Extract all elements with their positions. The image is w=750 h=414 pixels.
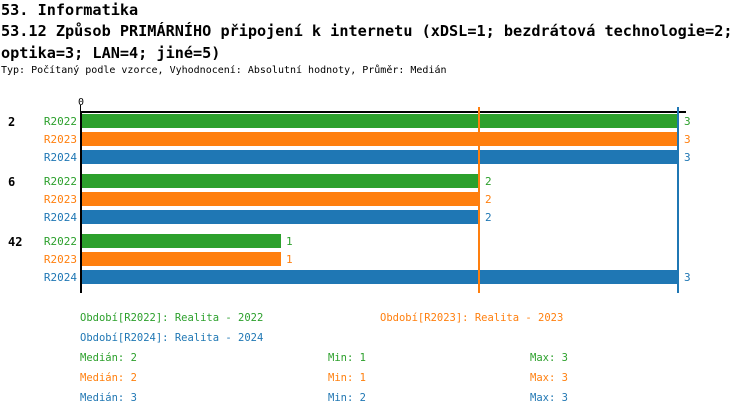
- stat-min-r2023: Min: 1: [328, 372, 366, 384]
- legend-period-r2023: Období[R2023]: Realita - 2023: [380, 312, 564, 324]
- x-axis-tick: [80, 105, 81, 111]
- bar-value-label: 2: [485, 175, 492, 188]
- median-line: [677, 107, 679, 293]
- stat-max-r2023: Max: 3: [530, 372, 568, 384]
- group-label: 6: [8, 175, 16, 189]
- bar: [82, 114, 679, 128]
- bar: [82, 234, 281, 248]
- bar-value-label: 1: [286, 253, 293, 266]
- y-axis-line: [80, 111, 82, 293]
- bar-row-label: R2024: [43, 271, 77, 284]
- bar-row-label: R2023: [43, 133, 77, 146]
- chart-meta-line: Typ: Počítaný podle vzorce, Vyhodnocení:…: [1, 65, 447, 76]
- stat-min-r2024: Min: 2: [328, 392, 366, 404]
- bar-row-label: R2022: [43, 175, 77, 188]
- x-axis-zero-label: 0: [77, 97, 85, 108]
- page-title: 53. Informatika: [1, 1, 139, 19]
- bar-value-label: 1: [286, 235, 293, 248]
- bar-value-label: 2: [485, 211, 492, 224]
- page-subtitle-line2: optika=3; LAN=4; jiné=5): [1, 44, 221, 62]
- bar: [82, 150, 679, 164]
- x-axis-line: [80, 111, 686, 113]
- page-subtitle-line1: 53.12 Způsob PRIMÁRNÍHO připojení k inte…: [1, 22, 733, 40]
- bar-row-label: R2023: [43, 193, 77, 206]
- bar-row-label: R2022: [43, 115, 77, 128]
- bar: [82, 210, 480, 224]
- bar-value-label: 3: [684, 133, 691, 146]
- bar: [82, 174, 480, 188]
- group-label: 2: [8, 115, 16, 129]
- group-label: 42: [8, 235, 23, 249]
- bar-row-label: R2022: [43, 235, 77, 248]
- bar: [82, 270, 679, 284]
- stat-median-r2022: Medián: 2: [80, 352, 137, 364]
- bar: [82, 132, 679, 146]
- stat-median-r2023: Medián: 2: [80, 372, 137, 384]
- bar-value-label: 2: [485, 193, 492, 206]
- bar: [82, 252, 281, 266]
- bar-value-label: 3: [684, 271, 691, 284]
- bar-row-label: R2023: [43, 253, 77, 266]
- bar-row-label: R2024: [43, 211, 77, 224]
- bar: [82, 192, 480, 206]
- stat-max-r2024: Max: 3: [530, 392, 568, 404]
- legend-period-r2024: Období[R2024]: Realita - 2024: [80, 332, 264, 344]
- bar-value-label: 3: [684, 151, 691, 164]
- bar-value-label: 3: [684, 115, 691, 128]
- stat-min-r2022: Min: 1: [328, 352, 366, 364]
- median-line: [478, 107, 480, 293]
- stat-max-r2022: Max: 3: [530, 352, 568, 364]
- stat-median-r2024: Medián: 3: [80, 392, 137, 404]
- bar-row-label: R2024: [43, 151, 77, 164]
- legend-period-r2022: Období[R2022]: Realita - 2022: [80, 312, 264, 324]
